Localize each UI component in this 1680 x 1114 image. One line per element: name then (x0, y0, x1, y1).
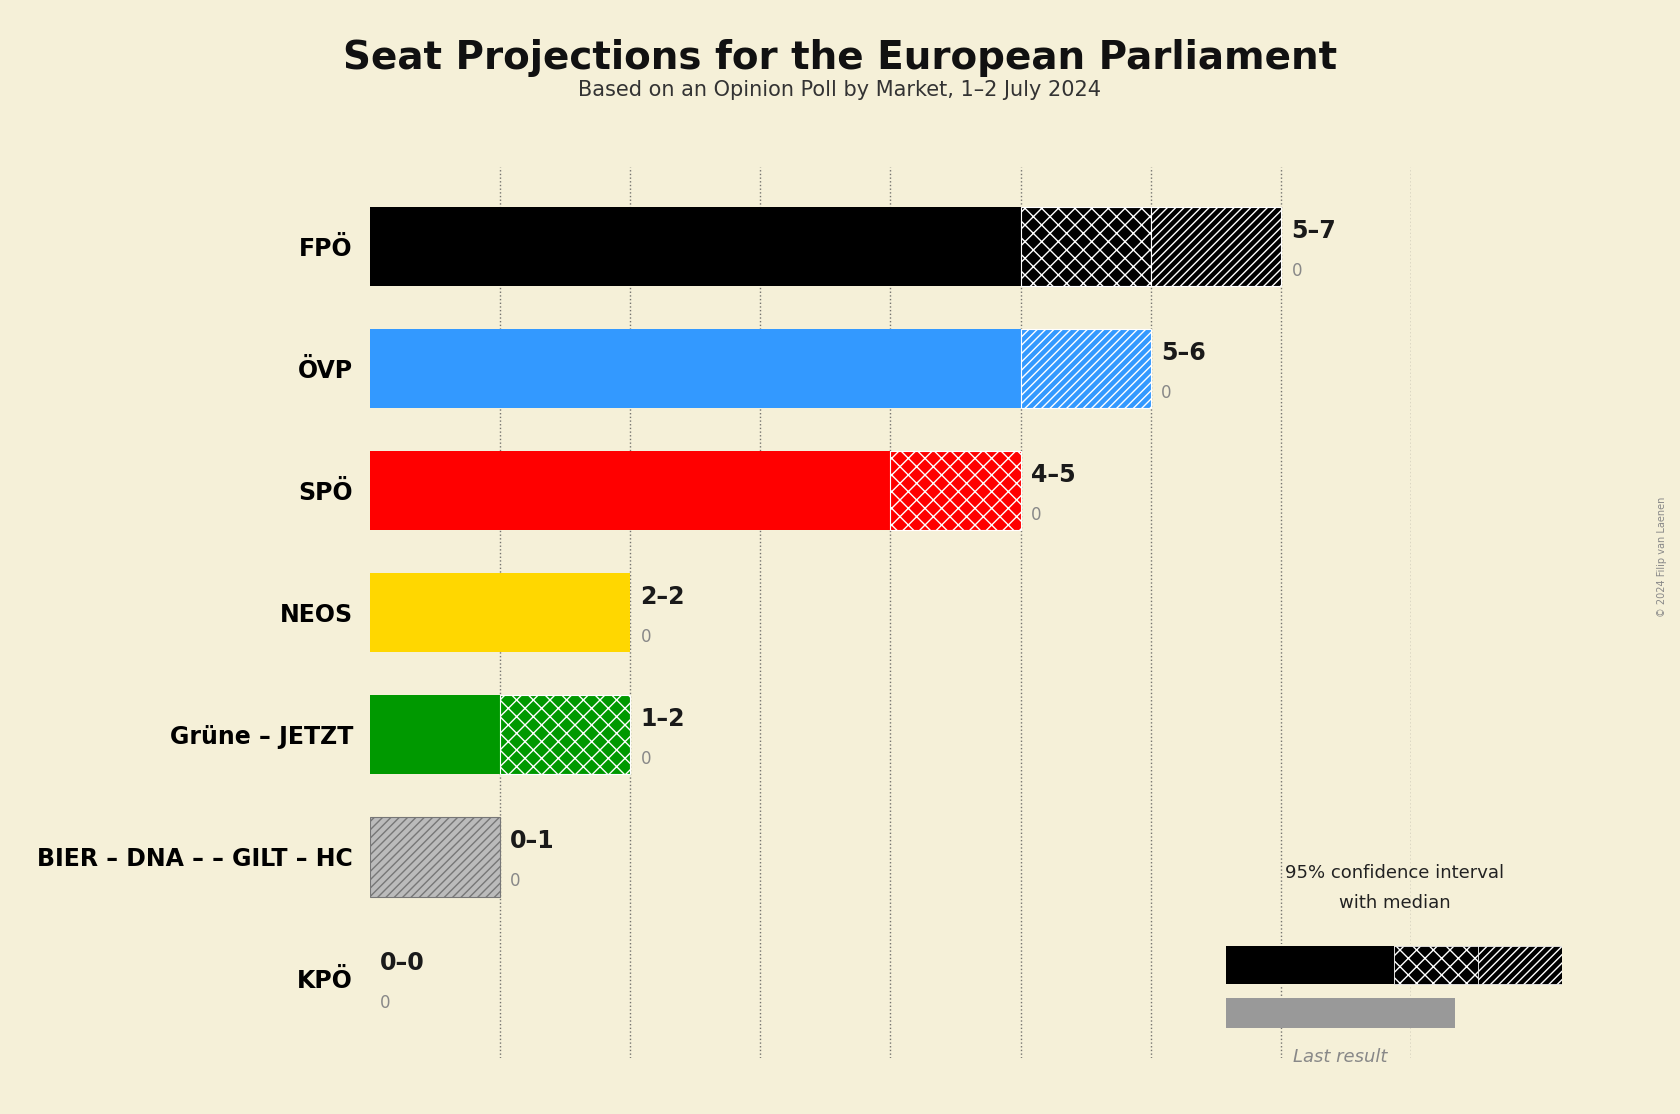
Bar (1021, 329, 1151, 408)
Bar (370, 329, 1021, 408)
Text: 2–2: 2–2 (640, 585, 685, 609)
Bar (370, 818, 501, 897)
Text: with median: with median (1339, 895, 1450, 912)
Bar (1478, 946, 1562, 984)
Bar (1151, 207, 1282, 286)
Text: 0: 0 (640, 750, 650, 769)
Text: 5–6: 5–6 (1161, 341, 1206, 364)
Bar (370, 451, 890, 530)
Bar (890, 451, 1021, 530)
Text: 0–1: 0–1 (511, 829, 554, 853)
Bar (1021, 207, 1151, 286)
Bar (1226, 946, 1394, 984)
Text: 0: 0 (1032, 506, 1042, 524)
Text: Last result: Last result (1294, 1048, 1388, 1066)
Bar (370, 207, 1021, 286)
Text: Seat Projections for the European Parliament: Seat Projections for the European Parlia… (343, 39, 1337, 77)
Bar (370, 695, 501, 774)
Bar (370, 573, 630, 653)
Text: 5–7: 5–7 (1292, 218, 1336, 243)
Text: © 2024 Filip van Laenen: © 2024 Filip van Laenen (1656, 497, 1667, 617)
Text: 0–0: 0–0 (380, 951, 425, 975)
Text: 4–5: 4–5 (1032, 462, 1075, 487)
Bar (501, 695, 630, 774)
Text: 0: 0 (1161, 384, 1171, 402)
Text: Based on an Opinion Poll by Market, 1–2 July 2024: Based on an Opinion Poll by Market, 1–2 … (578, 80, 1102, 100)
Text: 95% confidence interval: 95% confidence interval (1285, 864, 1504, 882)
Text: 0: 0 (511, 872, 521, 890)
Text: 0: 0 (380, 995, 390, 1013)
Bar (1394, 946, 1478, 984)
Text: 0: 0 (640, 628, 650, 646)
Text: 1–2: 1–2 (640, 707, 685, 731)
Text: 0: 0 (1292, 262, 1302, 280)
